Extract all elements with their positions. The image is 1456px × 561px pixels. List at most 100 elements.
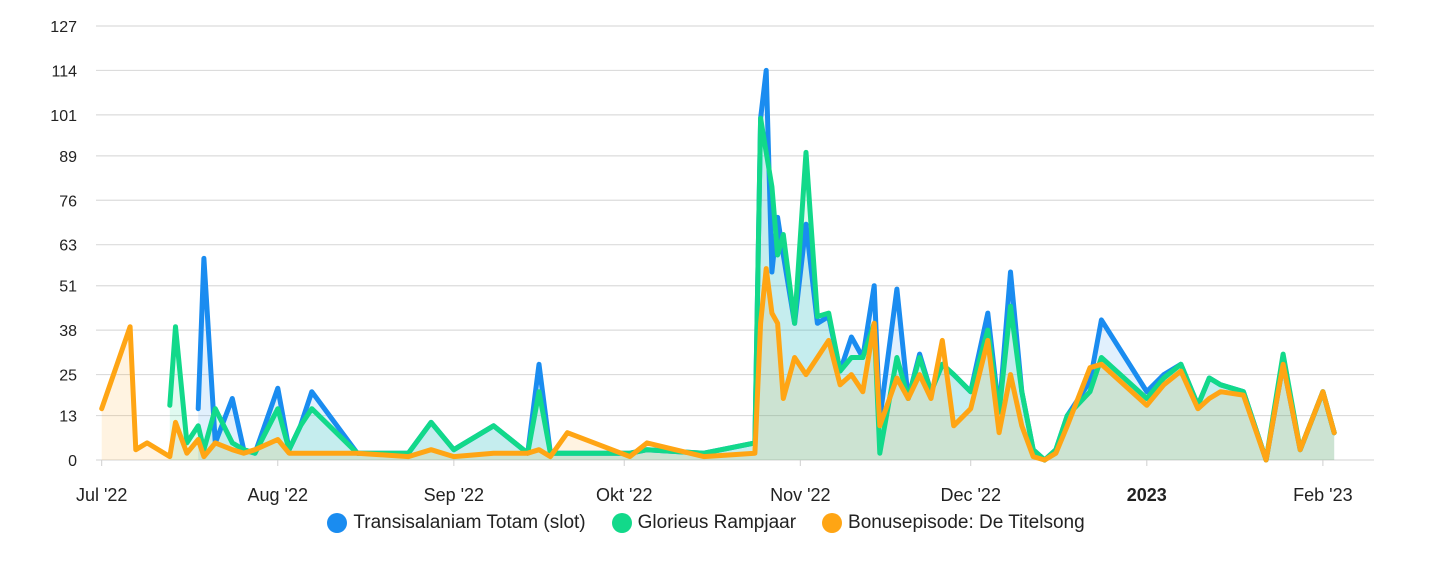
data-point[interactable] bbox=[758, 115, 764, 121]
data-point[interactable] bbox=[701, 454, 707, 460]
data-point[interactable] bbox=[1007, 303, 1013, 309]
data-point[interactable] bbox=[133, 447, 139, 453]
data-point[interactable] bbox=[1019, 389, 1025, 395]
data-point[interactable] bbox=[1178, 361, 1184, 367]
data-point[interactable] bbox=[1206, 395, 1212, 401]
legend-item-series-2[interactable]: Bonusepisode: De Titelsong bbox=[822, 512, 1085, 534]
data-point[interactable] bbox=[99, 406, 105, 412]
data-point[interactable] bbox=[1178, 368, 1184, 374]
data-point[interactable] bbox=[848, 354, 854, 360]
data-point[interactable] bbox=[1195, 406, 1201, 412]
data-point[interactable] bbox=[848, 372, 854, 378]
data-point[interactable] bbox=[1007, 372, 1013, 378]
data-point[interactable] bbox=[1030, 454, 1036, 460]
data-point[interactable] bbox=[780, 231, 786, 237]
data-point[interactable] bbox=[405, 454, 411, 460]
data-point[interactable] bbox=[1263, 457, 1269, 463]
data-point[interactable] bbox=[928, 395, 934, 401]
data-point[interactable] bbox=[848, 334, 854, 340]
data-point[interactable] bbox=[195, 423, 201, 429]
data-point[interactable] bbox=[428, 447, 434, 453]
data-point[interactable] bbox=[167, 402, 173, 408]
data-point[interactable] bbox=[297, 450, 303, 456]
data-point[interactable] bbox=[491, 423, 497, 429]
data-point[interactable] bbox=[309, 450, 315, 456]
data-point[interactable] bbox=[525, 450, 531, 456]
series-line-2[interactable] bbox=[99, 266, 1337, 463]
data-point[interactable] bbox=[1064, 423, 1070, 429]
data-point[interactable] bbox=[826, 310, 832, 316]
legend-item-series-0[interactable]: Transisalaniam Totam (slot) bbox=[327, 512, 586, 534]
data-point[interactable] bbox=[252, 447, 258, 453]
data-point[interactable] bbox=[1042, 457, 1048, 463]
data-point[interactable] bbox=[860, 389, 866, 395]
series-line-1[interactable] bbox=[167, 115, 1337, 463]
data-point[interactable] bbox=[201, 255, 207, 261]
data-point[interactable] bbox=[212, 440, 218, 446]
data-point[interactable] bbox=[814, 313, 820, 319]
data-point[interactable] bbox=[871, 283, 877, 289]
data-point[interactable] bbox=[894, 354, 900, 360]
data-point[interactable] bbox=[985, 337, 991, 343]
data-point[interactable] bbox=[763, 149, 769, 155]
data-point[interactable] bbox=[871, 320, 877, 326]
data-point[interactable] bbox=[1218, 389, 1224, 395]
data-point[interactable] bbox=[905, 395, 911, 401]
data-point[interactable] bbox=[195, 436, 201, 442]
data-point[interactable] bbox=[564, 450, 570, 456]
data-point[interactable] bbox=[951, 372, 957, 378]
data-point[interactable] bbox=[752, 450, 758, 456]
data-point[interactable] bbox=[536, 447, 542, 453]
data-point[interactable] bbox=[1019, 423, 1025, 429]
data-point[interactable] bbox=[792, 354, 798, 360]
data-point[interactable] bbox=[229, 395, 235, 401]
data-point[interactable] bbox=[173, 419, 179, 425]
data-point[interactable] bbox=[763, 67, 769, 73]
data-point[interactable] bbox=[996, 430, 1002, 436]
data-point[interactable] bbox=[1087, 389, 1093, 395]
data-point[interactable] bbox=[1206, 375, 1212, 381]
data-point[interactable] bbox=[1098, 317, 1104, 323]
data-point[interactable] bbox=[985, 310, 991, 316]
data-point[interactable] bbox=[803, 372, 809, 378]
data-point[interactable] bbox=[167, 454, 173, 460]
data-point[interactable] bbox=[951, 423, 957, 429]
data-point[interactable] bbox=[212, 406, 218, 412]
data-point[interactable] bbox=[451, 454, 457, 460]
data-point[interactable] bbox=[917, 354, 923, 360]
data-point[interactable] bbox=[127, 324, 133, 330]
data-point[interactable] bbox=[1218, 382, 1224, 388]
data-point[interactable] bbox=[229, 440, 235, 446]
data-point[interactable] bbox=[1331, 430, 1337, 436]
data-point[interactable] bbox=[1144, 402, 1150, 408]
data-point[interactable] bbox=[286, 450, 292, 456]
data-point[interactable] bbox=[1320, 389, 1326, 395]
data-point[interactable] bbox=[917, 372, 923, 378]
data-point[interactable] bbox=[241, 450, 247, 456]
data-point[interactable] bbox=[309, 406, 315, 412]
data-point[interactable] bbox=[275, 436, 281, 442]
data-point[interactable] bbox=[1087, 365, 1093, 371]
data-point[interactable] bbox=[275, 385, 281, 391]
data-point[interactable] bbox=[627, 454, 633, 460]
data-point[interactable] bbox=[536, 361, 542, 367]
data-point[interactable] bbox=[1297, 447, 1303, 453]
data-point[interactable] bbox=[826, 337, 832, 343]
data-point[interactable] bbox=[491, 450, 497, 456]
data-point[interactable] bbox=[536, 389, 542, 395]
data-point[interactable] bbox=[763, 266, 769, 272]
data-point[interactable] bbox=[837, 382, 843, 388]
data-point[interactable] bbox=[939, 337, 945, 343]
data-point[interactable] bbox=[644, 440, 650, 446]
data-point[interactable] bbox=[894, 375, 900, 381]
data-point[interactable] bbox=[780, 395, 786, 401]
data-point[interactable] bbox=[144, 440, 150, 446]
data-point[interactable] bbox=[428, 419, 434, 425]
data-point[interactable] bbox=[201, 454, 207, 460]
data-point[interactable] bbox=[775, 252, 781, 258]
data-point[interactable] bbox=[758, 320, 764, 326]
data-point[interactable] bbox=[1007, 269, 1013, 275]
data-point[interactable] bbox=[229, 447, 235, 453]
data-point[interactable] bbox=[985, 327, 991, 333]
data-point[interactable] bbox=[894, 286, 900, 292]
